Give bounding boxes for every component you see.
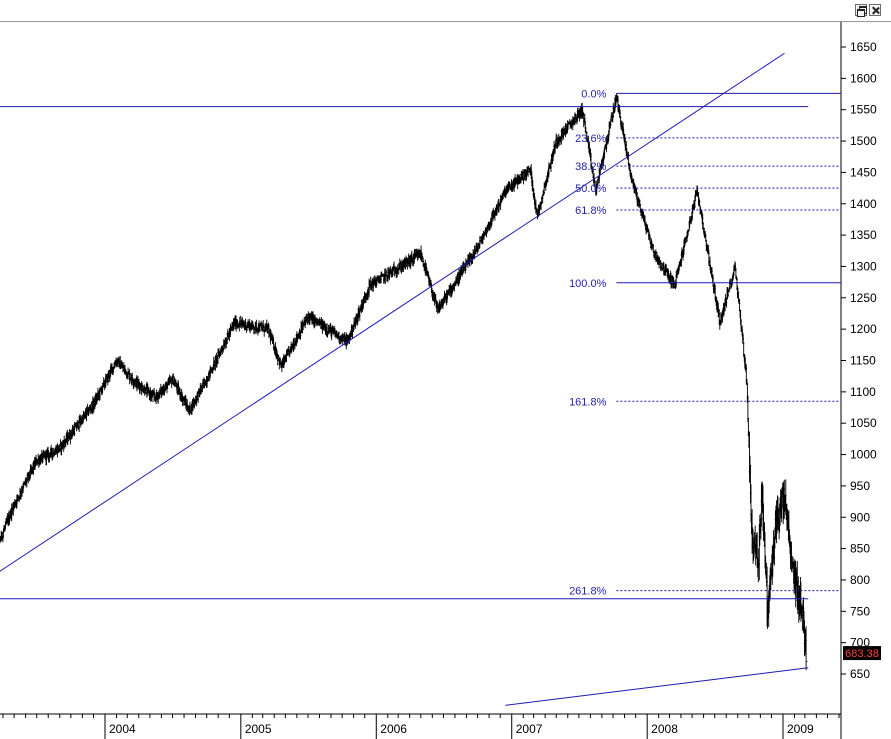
y-tick-label: 950 [850,479,870,493]
fib-level-label: 261.8% [569,586,607,598]
fib-level-label: 161.8% [569,396,607,408]
fib-level-label: 0.0% [581,88,606,100]
price-bar [804,626,808,671]
y-tick-label: 800 [850,573,870,587]
price-bars [0,93,808,671]
y-tick-label: 1050 [850,416,877,430]
y-tick-label: 1000 [850,448,877,462]
y-tick-label: 1150 [850,354,876,368]
y-tick-label: 850 [850,542,870,556]
y-tick-label: 1600 [850,71,877,85]
y-tick-label: 1650 [850,40,877,54]
y-tick-label: 1250 [850,291,877,305]
restore-window-icon[interactable] [855,4,867,17]
fib-level-label: 38.2% [575,161,606,173]
y-tick-label: 1100 [850,385,876,399]
x-tick-label: 2008 [651,722,678,736]
y-tick-label: 650 [850,667,870,681]
x-tick-label: 2006 [380,722,407,736]
plot-contents: 0.0% 100.0% 23.6% 38.2% 50.0% 61.8% 161.8% 261.… [0,52,841,706]
y-tick-label: 1350 [850,228,877,242]
y-tick-label: 1450 [850,165,877,179]
trendline [505,667,809,706]
fib-level-label: 23.6% [575,133,606,145]
y-tick-label: 1300 [850,259,877,273]
y-tick-label: 1400 [850,197,877,211]
window-titlebar [0,0,891,22]
x-tick-label: 2007 [516,722,543,736]
last-price-label: 683.38 [845,648,879,660]
trendline [0,52,785,572]
last-price-tag [843,646,881,661]
x-tick-label: 2009 [787,722,814,736]
y-tick-label: 900 [850,510,870,524]
fib-level-label: 100.0% [569,278,607,290]
y-tick-label: 750 [850,604,870,618]
y-tick-label: 1200 [850,322,877,336]
close-window-icon[interactable] [869,4,881,16]
y-tick-label: 1550 [850,103,877,117]
x-tick-label: 2005 [245,722,272,736]
plot-area [0,22,891,714]
y-tick-label: 1500 [850,134,877,148]
fib-level-label: 61.8% [575,205,606,217]
fib-level-label: 50.0% [575,183,606,195]
x-tick-label: 2004 [109,722,136,736]
